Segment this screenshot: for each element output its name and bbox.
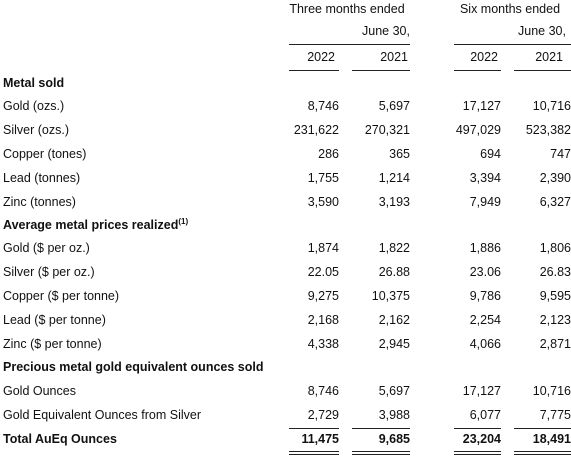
row-value: 286 [318, 147, 339, 161]
row-value: 17,127 [462, 99, 501, 113]
row-label: Gold (ozs.) [3, 99, 65, 113]
total-value: 11,475 [301, 432, 339, 446]
total-double-rule [514, 451, 571, 452]
year-header: 2022 [470, 50, 498, 64]
row-value: 1,886 [469, 241, 501, 255]
row-value: 5,697 [378, 99, 410, 113]
total-double-rule [514, 454, 571, 455]
row-value: 497,029 [455, 123, 501, 137]
row-value: 8,746 [307, 99, 339, 113]
year-rule [352, 70, 410, 71]
row-value: 1,214 [378, 171, 410, 185]
total-top-rule [289, 428, 339, 429]
row-value: 2,390 [539, 171, 571, 185]
row-value: 2,123 [539, 313, 571, 327]
row-value: 7,775 [539, 408, 571, 422]
row-value: 694 [480, 147, 501, 161]
row-value: 2,162 [378, 313, 410, 327]
row-value: 8,746 [307, 384, 339, 398]
row-value: 3,988 [378, 408, 410, 422]
row-value: 1,806 [539, 241, 571, 255]
section-precious-metal: Precious metal gold equivalent ounces so… [3, 360, 264, 374]
total-double-rule [352, 451, 410, 452]
row-label: Gold Equivalent Ounces from Silver [3, 408, 202, 422]
row-value: 2,168 [307, 313, 339, 327]
row-value: 3,590 [307, 195, 339, 209]
row-value: 1,874 [307, 241, 339, 255]
header-six-months-line2: June 30, [518, 24, 566, 38]
row-value: 10,375 [371, 289, 410, 303]
row-value: 7,949 [469, 195, 501, 209]
total-top-rule [514, 428, 571, 429]
row-value: 26.83 [539, 265, 571, 279]
row-value: 2,871 [539, 337, 571, 351]
section-average-prices: Average metal prices realized(1) [3, 216, 189, 232]
row-value: 9,595 [539, 289, 571, 303]
row-value: 2,945 [378, 337, 410, 351]
row-value: 5,697 [378, 384, 410, 398]
total-double-rule [352, 454, 410, 455]
year-header: 2021 [535, 50, 563, 64]
year-rule [289, 70, 339, 71]
row-value: 9,275 [307, 289, 339, 303]
row-value: 10,716 [532, 384, 571, 398]
row-label: Copper ($ per tonne) [3, 289, 120, 303]
year-header: 2022 [307, 50, 335, 64]
row-value: 231,622 [293, 123, 339, 137]
row-value: 4,338 [307, 337, 339, 351]
header-three-months-line2: June 30, [362, 24, 410, 38]
row-value: 1,822 [378, 241, 410, 255]
total-double-rule [454, 454, 501, 455]
footnote-marker: (1) [178, 216, 189, 226]
section-metal-sold: Metal sold [3, 76, 65, 90]
row-value: 3,394 [469, 171, 501, 185]
year-header: 2021 [380, 50, 408, 64]
row-label: Lead ($ per tonne) [3, 313, 106, 327]
row-label: Lead (tonnes) [3, 171, 81, 185]
total-value: 18,491 [532, 432, 571, 446]
row-value: 10,716 [532, 99, 571, 113]
row-value: 4,066 [469, 337, 501, 351]
total-label: Total AuEq Ounces [3, 432, 117, 446]
year-rule [514, 70, 571, 71]
total-value: 9,685 [378, 432, 410, 446]
row-value: 2,729 [307, 408, 339, 422]
row-value: 22.05 [307, 265, 339, 279]
header-rule-three-months [289, 44, 410, 45]
total-double-rule [289, 454, 339, 455]
header-six-months-line1: Six months ended [459, 2, 561, 16]
row-value: 365 [389, 147, 410, 161]
row-value: 2,254 [469, 313, 501, 327]
row-value: 523,382 [525, 123, 571, 137]
row-value: 3,193 [378, 195, 410, 209]
total-top-rule [352, 428, 410, 429]
header-rule-six-months [454, 44, 571, 45]
row-label: Gold ($ per oz.) [3, 241, 90, 255]
row-label: Silver (ozs.) [3, 123, 69, 137]
row-value: 270,321 [364, 123, 410, 137]
row-value: 6,077 [469, 408, 501, 422]
year-rule [454, 70, 501, 71]
total-top-rule [454, 428, 501, 429]
row-value: 9,786 [469, 289, 501, 303]
row-label: Copper (tones) [3, 147, 87, 161]
row-value: 26.88 [378, 265, 410, 279]
section-average-prices-label: Average metal prices realized [3, 218, 179, 232]
row-value: 6,327 [539, 195, 571, 209]
row-label: Zinc (tonnes) [3, 195, 76, 209]
total-double-rule [454, 451, 501, 452]
row-value: 1,755 [307, 171, 339, 185]
row-value: 747 [550, 147, 571, 161]
row-label: Silver ($ per oz.) [3, 265, 95, 279]
total-value: 23,204 [462, 432, 501, 446]
row-value: 23.06 [469, 265, 501, 279]
row-label: Gold Ounces [3, 384, 76, 398]
header-three-months-line1: Three months ended [289, 2, 405, 16]
row-label: Zinc ($ per tonne) [3, 337, 102, 351]
total-double-rule [289, 451, 339, 452]
row-value: 17,127 [462, 384, 501, 398]
